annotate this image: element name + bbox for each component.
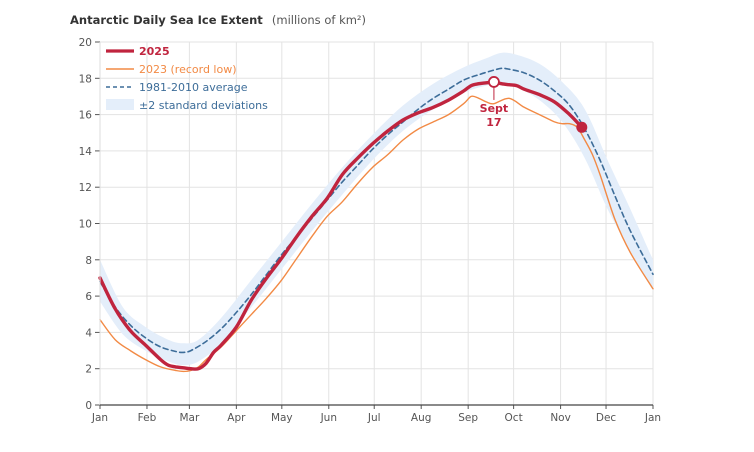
std-dev-band: [100, 52, 653, 366]
series-line-1981-2010-average: [99, 67, 654, 354]
legend: 2025 2023 (record low) 1981-2010 average ±2…: [106, 45, 268, 112]
y-tick-label: 6: [85, 291, 92, 303]
x-tick-label: Feb: [138, 412, 157, 424]
chart-title-units: (millions of km²): [272, 13, 366, 27]
x-tick-label: Aug: [411, 412, 432, 424]
x-tick-label: May: [271, 412, 293, 424]
series-line-2025: [98, 80, 584, 371]
y-tick-label: 10: [79, 219, 92, 231]
x-tick-label: Jan: [644, 412, 661, 424]
y-tick-label: 12: [79, 182, 92, 194]
y-tick-label: 8: [85, 255, 92, 267]
std-dev-band-area: [100, 52, 653, 366]
x-tick-label: Dec: [596, 412, 617, 424]
x-tick-label: Jun: [320, 412, 337, 424]
y-tick-label: 20: [79, 37, 92, 49]
annotation-label-line1: Sept: [480, 102, 509, 115]
y-tick-label: 18: [79, 73, 92, 85]
x-tick-label: Mar: [179, 412, 199, 424]
y-tick-label: 2: [85, 364, 92, 376]
legend-swatch-band: [106, 99, 134, 110]
y-tick-label: 16: [79, 110, 93, 122]
axes: 0 2 4 6 8 10 12 14 16 18 20 Jan Feb Mar Apr May Jun Jul Au…: [79, 37, 661, 424]
x-tick-label: Oct: [505, 412, 523, 424]
y-tick-label: 14: [79, 146, 93, 158]
x-tick-label: Jan: [91, 412, 108, 424]
chart-title: Antarctic Daily Sea Ice Extent (millions…: [70, 9, 366, 28]
y-tick-label: 4: [85, 327, 92, 339]
x-tick-label: Nov: [550, 412, 571, 424]
series-lines: [98, 67, 654, 373]
annotation-label-line2: 17: [486, 116, 501, 129]
legend-label: 1981-2010 average: [139, 81, 248, 94]
latest-value-marker: [576, 121, 588, 133]
legend-label: 2025: [139, 45, 170, 58]
legend-label: ±2 standard deviations: [139, 99, 268, 112]
chart-title-main: Antarctic Daily Sea Ice Extent: [70, 13, 263, 27]
x-tick-label: Jul: [367, 412, 381, 424]
y-tick-label: 0: [85, 400, 92, 412]
x-tick-label: Apr: [227, 412, 246, 424]
annotation-marker-open: [488, 76, 500, 88]
legend-label: 2023 (record low): [139, 63, 237, 76]
x-tick-label: Sep: [458, 412, 478, 424]
